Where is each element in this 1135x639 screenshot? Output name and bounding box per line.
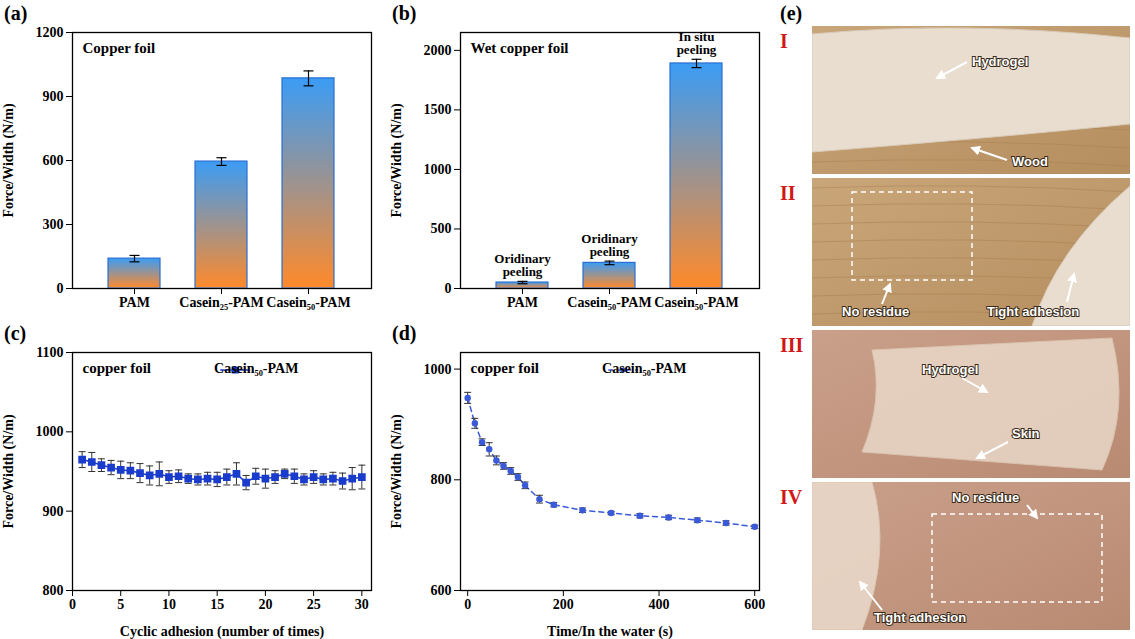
svg-text:Casein₅₀-PAM: Casein₅₀-PAM [214, 361, 298, 376]
svg-text:900: 900 [43, 89, 64, 104]
svg-text:Skin: Skin [1012, 426, 1040, 441]
svg-text:Oridinarypeeling: Oridinarypeeling [581, 231, 638, 259]
svg-text:1100: 1100 [36, 345, 63, 360]
svg-text:Tight adhesion: Tight adhesion [874, 610, 966, 625]
svg-text:PAM: PAM [507, 295, 538, 310]
html-text:(c): (c) [4, 322, 27, 344]
svg-text:Casein₅₀-PAM: Casein₅₀-PAM [654, 295, 738, 310]
svg-text:800: 800 [43, 583, 64, 598]
svg-text:1000: 1000 [424, 362, 452, 377]
svg-text:Force/Width (N/m): Force/Width (N/m) [1, 103, 17, 218]
svg-text:300: 300 [43, 217, 64, 232]
svg-text:Hydrogel: Hydrogel [922, 362, 978, 377]
svg-text:Wood: Wood [1012, 154, 1048, 169]
svg-text:10: 10 [162, 597, 176, 612]
svg-text:(e): (e) [780, 2, 802, 25]
svg-text:1500: 1500 [424, 102, 452, 117]
svg-text:copper foil: copper foil [83, 360, 151, 376]
svg-text:900: 900 [43, 504, 64, 519]
svg-text:Wet copper foil: Wet copper foil [471, 40, 569, 56]
svg-text:Hydrogel: Hydrogel [972, 54, 1028, 69]
svg-text:Cyclic adhesion (number of tim: Cyclic adhesion (number of times) [120, 624, 325, 639]
svg-text:Force/Width (N/m): Force/Width (N/m) [389, 414, 405, 529]
svg-text:I: I [780, 30, 788, 52]
svg-text:No residue: No residue [952, 490, 1019, 505]
svg-text:copper foil: copper foil [471, 360, 539, 376]
svg-text:5: 5 [117, 597, 124, 612]
svg-text:In situpeeling: In situpeeling [677, 29, 717, 57]
svg-text:No residue: No residue [842, 304, 909, 319]
svg-text:PAM: PAM [119, 295, 150, 310]
svg-text:200: 200 [553, 597, 574, 612]
svg-text:600: 600 [431, 583, 452, 598]
svg-text:Casein₅₀-PAM: Casein₅₀-PAM [602, 361, 686, 376]
svg-text:800: 800 [431, 472, 452, 487]
svg-text:25: 25 [307, 597, 321, 612]
svg-text:Tight adhesion: Tight adhesion [987, 304, 1079, 319]
svg-text:III: III [780, 334, 804, 356]
svg-text:Oridinarypeeling: Oridinarypeeling [494, 251, 551, 279]
svg-text:600: 600 [43, 153, 64, 168]
html-text:(a): (a) [4, 2, 28, 24]
svg-text:500: 500 [431, 221, 452, 236]
svg-text:1000: 1000 [424, 162, 452, 177]
svg-text:IV: IV [780, 486, 803, 508]
svg-text:Casein₂₅-PAM: Casein₂₅-PAM [179, 295, 263, 310]
svg-text:0: 0 [464, 597, 471, 612]
svg-text:0: 0 [69, 597, 76, 612]
svg-text:Casein₅₀-PAM: Casein₅₀-PAM [567, 295, 651, 310]
svg-text:Copper foil: Copper foil [83, 40, 156, 56]
svg-text:400: 400 [649, 597, 670, 612]
svg-text:Casein₅₀-PAM: Casein₅₀-PAM [266, 295, 350, 310]
svg-text:Time/In the water (s): Time/In the water (s) [547, 624, 673, 639]
svg-text:1200: 1200 [36, 25, 64, 40]
svg-text:Force/Width (N/m): Force/Width (N/m) [389, 103, 405, 218]
svg-text:Force/Width (N/m): Force/Width (N/m) [1, 414, 17, 529]
html-text:(d): (d) [392, 322, 417, 344]
svg-text:II: II [780, 182, 796, 204]
svg-text:2000: 2000 [424, 43, 452, 58]
svg-text:1000: 1000 [36, 424, 64, 439]
svg-text:0: 0 [57, 281, 64, 296]
svg-text:20: 20 [258, 597, 272, 612]
svg-text:30: 30 [355, 597, 369, 612]
svg-text:0: 0 [445, 281, 452, 296]
svg-text:600: 600 [744, 597, 765, 612]
svg-text:15: 15 [210, 597, 224, 612]
html-text:(b): (b) [392, 2, 417, 24]
